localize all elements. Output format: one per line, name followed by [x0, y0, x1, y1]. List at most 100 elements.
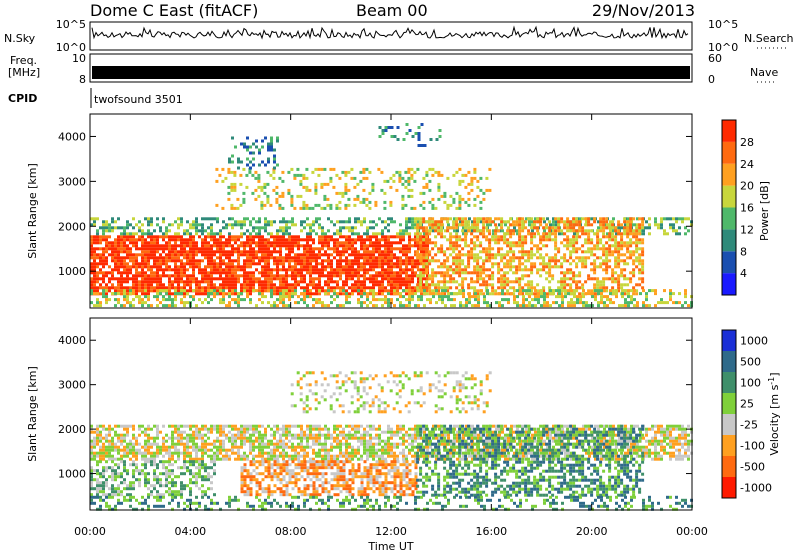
heatmap-cell: [429, 292, 432, 295]
heatmap-cell: [177, 250, 180, 253]
y-tick-label: 3000: [58, 175, 86, 188]
heatmap-cell: [506, 289, 509, 292]
heatmap-cell: [111, 437, 114, 440]
heatmap-cell: [366, 250, 369, 253]
heatmap-cell: [297, 262, 300, 265]
heatmap-cell: [243, 217, 246, 220]
heatmap-cell: [300, 238, 303, 241]
heatmap-cell: [201, 289, 204, 292]
heatmap-cell: [108, 298, 111, 301]
heatmap-cell: [339, 244, 342, 247]
colorbar-tick-label: 20: [740, 180, 754, 193]
nave-tick-bottom: 0: [708, 73, 715, 86]
heatmap-cell: [539, 241, 542, 244]
heatmap-cell: [195, 280, 198, 283]
heatmap-cell: [105, 440, 108, 443]
heatmap-cell: [537, 295, 540, 298]
heatmap-cell: [405, 274, 408, 277]
heatmap-cell: [563, 256, 566, 259]
heatmap-cell: [503, 271, 506, 274]
heatmap-cell: [138, 262, 141, 265]
heatmap-cell: [237, 280, 240, 283]
heatmap-cell: [458, 238, 461, 241]
heatmap-cell: [219, 452, 222, 455]
heatmap-cell: [485, 268, 488, 271]
heatmap-cell: [192, 440, 195, 443]
heatmap-cell: [201, 271, 204, 274]
heatmap-cell: [416, 229, 419, 232]
heatmap-cell: [180, 440, 183, 443]
heatmap-cell: [545, 262, 548, 265]
heatmap-cell: [443, 253, 446, 256]
heatmap-cell: [147, 217, 150, 220]
heatmap-cell: [339, 256, 342, 259]
heatmap-cell: [105, 256, 108, 259]
heatmap-cell: [261, 226, 264, 229]
heatmap-cell: [684, 232, 687, 235]
heatmap-cell: [132, 265, 135, 268]
heatmap-cell: [105, 449, 108, 452]
heatmap-cell: [219, 241, 222, 244]
heatmap-cell: [207, 265, 210, 268]
heatmap-cell: [563, 286, 566, 289]
heatmap-cell: [602, 277, 605, 280]
heatmap-cell: [204, 247, 207, 250]
heatmap-cell: [108, 443, 111, 446]
heatmap-cell: [273, 244, 276, 247]
heatmap-cell: [530, 265, 533, 268]
heatmap-cell: [177, 274, 180, 277]
heatmap-cell: [270, 304, 273, 307]
heatmap-cell: [117, 265, 120, 268]
heatmap-cell: [413, 180, 416, 183]
heatmap-cell: [141, 301, 144, 304]
heatmap-cell: [120, 289, 123, 292]
heatmap-cell: [569, 241, 572, 244]
heatmap-cell: [587, 256, 590, 259]
heatmap-cell: [156, 271, 159, 274]
heatmap-cell: [581, 283, 584, 286]
heatmap-cell: [617, 241, 620, 244]
heatmap-cell: [408, 283, 411, 286]
heatmap-cell: [300, 277, 303, 280]
heatmap-cell: [177, 256, 180, 259]
heatmap-cell: [354, 232, 357, 235]
heatmap-cell: [344, 174, 347, 177]
heatmap-cell: [102, 235, 105, 238]
heatmap-cell: [222, 277, 225, 280]
heatmap-cell: [455, 226, 458, 229]
heatmap-cell: [437, 198, 440, 201]
heatmap-cell: [482, 280, 485, 283]
heatmap-cell: [300, 256, 303, 259]
heatmap-cell: [96, 298, 99, 301]
heatmap-cell: [228, 431, 231, 434]
heatmap-cell: [93, 217, 96, 220]
heatmap-cell: [467, 286, 470, 289]
heatmap-cell: [126, 262, 129, 265]
heatmap-cell: [347, 204, 350, 207]
heatmap-cell: [558, 295, 561, 298]
heatmap-cell: [557, 286, 560, 289]
heatmap-cell: [567, 292, 570, 295]
heatmap-cell: [108, 446, 111, 449]
heatmap-cell: [165, 452, 168, 455]
heatmap-cell: [447, 295, 450, 298]
heatmap-cell: [93, 292, 96, 295]
heatmap-cell: [102, 428, 105, 431]
heatmap-cell: [264, 277, 267, 280]
heatmap-cell: [488, 250, 491, 253]
heatmap-cell: [192, 247, 195, 250]
heatmap-cell: [602, 262, 605, 265]
heatmap-cell: [195, 431, 198, 434]
heatmap-cell: [372, 256, 375, 259]
heatmap-cell: [156, 449, 159, 452]
heatmap-cell: [291, 286, 294, 289]
heatmap-cell: [270, 241, 273, 244]
heatmap-cell: [189, 262, 192, 265]
heatmap-cell: [261, 256, 264, 259]
heatmap-cell: [488, 268, 491, 271]
heatmap-cell: [315, 253, 318, 256]
heatmap-cell: [458, 274, 461, 277]
heatmap-cell: [132, 455, 135, 458]
heatmap-cell: [357, 262, 360, 265]
heatmap-cell: [444, 295, 447, 298]
